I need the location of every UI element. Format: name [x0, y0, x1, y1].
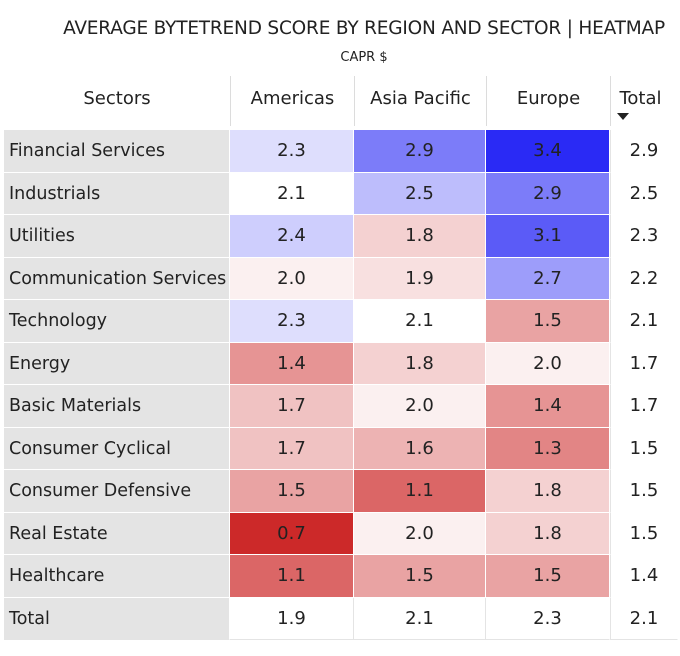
heatmap-cell-europe[interactable]: 3.1 [486, 215, 610, 258]
heatmap-cell-europe[interactable]: 1.3 [486, 427, 610, 470]
row-total[interactable]: 1.5 [610, 470, 678, 513]
row-label[interactable]: Basic Materials [4, 385, 230, 428]
row-label[interactable]: Healthcare [4, 555, 230, 598]
row-total[interactable]: 1.5 [610, 512, 678, 555]
table-row: Energy 1.4 1.8 2.0 1.7 [4, 342, 678, 385]
row-label[interactable]: Consumer Defensive [4, 470, 230, 513]
heatmap-cell-europe[interactable]: 2.7 [486, 257, 610, 300]
heatmap-cell-americas[interactable]: 0.7 [230, 512, 354, 555]
heatmap-grid: Financial Services 2.3 2.9 3.4 2.9 Industrial… [4, 130, 678, 640]
heatmap-cell-americas[interactable]: 2.3 [230, 130, 354, 173]
row-total[interactable]: 1.4 [610, 555, 678, 598]
row-total[interactable]: 2.5 [610, 172, 678, 215]
grand-total[interactable]: 2.1 [610, 597, 678, 640]
table-row: Communication Services 2.0 1.9 2.7 2.2 [4, 257, 678, 300]
heatmap-cell-americas[interactable]: 2.0 [230, 257, 354, 300]
row-label[interactable]: Communication Services [4, 257, 230, 300]
row-label[interactable]: Energy [4, 342, 230, 385]
table-row: Industrials 2.1 2.5 2.9 2.5 [4, 172, 678, 215]
heatmap-cell-americas[interactable]: 2.3 [230, 300, 354, 343]
heatmap-cell-americas[interactable]: 2.4 [230, 215, 354, 258]
heatmap-cell-asia-pacific[interactable]: 1.8 [354, 342, 486, 385]
total-cell-europe[interactable]: 2.3 [486, 597, 610, 640]
table-row: Basic Materials 1.7 2.0 1.4 1.7 [4, 385, 678, 428]
heatmap-cell-europe[interactable]: 1.8 [486, 512, 610, 555]
heatmap-cell-europe[interactable]: 2.0 [486, 342, 610, 385]
heatmap-cell-americas[interactable]: 2.1 [230, 172, 354, 215]
heatmap-cell-americas[interactable]: 1.1 [230, 555, 354, 598]
heatmap-cell-europe[interactable]: 1.5 [486, 300, 610, 343]
heatmap-cell-americas[interactable]: 1.5 [230, 470, 354, 513]
table-row: Consumer Defensive 1.5 1.1 1.8 1.5 [4, 470, 678, 513]
header-sectors[interactable]: Sectors [83, 88, 151, 109]
row-total[interactable]: 2.2 [610, 257, 678, 300]
row-total[interactable]: 2.9 [610, 130, 678, 173]
header-americas[interactable]: Americas [230, 76, 354, 126]
heatmap-cell-asia-pacific[interactable]: 2.0 [354, 512, 486, 555]
row-total[interactable]: 1.5 [610, 427, 678, 470]
heatmap-cell-asia-pacific[interactable]: 1.6 [354, 427, 486, 470]
totals-row: Total 1.9 2.1 2.3 2.1 [4, 597, 678, 640]
heatmap-cell-asia-pacific[interactable]: 1.5 [354, 555, 486, 598]
table-row: Technology 2.3 2.1 1.5 2.1 [4, 300, 678, 343]
total-cell-asia-pacific[interactable]: 2.1 [354, 597, 486, 640]
chart-subtitle: CAPR $ [340, 50, 388, 65]
header-total[interactable]: Total [610, 76, 670, 126]
heatmap-cell-europe[interactable]: 1.5 [486, 555, 610, 598]
heatmap-cell-asia-pacific[interactable]: 1.9 [354, 257, 486, 300]
table-row: Healthcare 1.1 1.5 1.5 1.4 [4, 555, 678, 598]
table-row: Utilities 2.4 1.8 3.1 2.3 [4, 215, 678, 258]
chart-title: AVERAGE BYTETREND SCORE BY REGION AND SE… [63, 18, 665, 39]
row-total[interactable]: 1.7 [610, 342, 678, 385]
heatmap-cell-asia-pacific[interactable]: 2.1 [354, 300, 486, 343]
heatmap-cell-americas[interactable]: 1.4 [230, 342, 354, 385]
heatmap-cell-asia-pacific[interactable]: 2.0 [354, 385, 486, 428]
row-total[interactable]: 1.7 [610, 385, 678, 428]
row-label[interactable]: Consumer Cyclical [4, 427, 230, 470]
table-row: Consumer Cyclical 1.7 1.6 1.3 1.5 [4, 427, 678, 470]
heatmap-cell-asia-pacific[interactable]: 2.5 [354, 172, 486, 215]
row-total[interactable]: 2.1 [610, 300, 678, 343]
heatmap-cell-americas[interactable]: 1.7 [230, 385, 354, 428]
totals-row-label[interactable]: Total [4, 597, 230, 640]
row-total[interactable]: 2.3 [610, 215, 678, 258]
heatmap-cell-asia-pacific[interactable]: 2.9 [354, 130, 486, 173]
header-total-label: Total [619, 88, 662, 109]
sort-descending-icon[interactable] [617, 113, 629, 120]
heatmap-cell-asia-pacific[interactable]: 1.1 [354, 470, 486, 513]
heatmap-cell-europe[interactable]: 1.4 [486, 385, 610, 428]
heatmap-cell-europe[interactable]: 1.8 [486, 470, 610, 513]
heatmap-cell-americas[interactable]: 1.7 [230, 427, 354, 470]
header-asia-pacific[interactable]: Asia Pacific [354, 76, 486, 126]
total-cell-americas[interactable]: 1.9 [230, 597, 354, 640]
table-row: Real Estate 0.7 2.0 1.8 1.5 [4, 512, 678, 555]
row-label[interactable]: Real Estate [4, 512, 230, 555]
heatmap-cell-europe[interactable]: 2.9 [486, 172, 610, 215]
heatmap-cell-asia-pacific[interactable]: 1.8 [354, 215, 486, 258]
header-europe[interactable]: Europe [486, 76, 610, 126]
row-label[interactable]: Utilities [4, 215, 230, 258]
row-label[interactable]: Technology [4, 300, 230, 343]
row-label[interactable]: Financial Services [4, 130, 230, 173]
heatmap-cell-europe[interactable]: 3.4 [486, 130, 610, 173]
row-label[interactable]: Industrials [4, 172, 230, 215]
table-row: Financial Services 2.3 2.9 3.4 2.9 [4, 130, 678, 173]
